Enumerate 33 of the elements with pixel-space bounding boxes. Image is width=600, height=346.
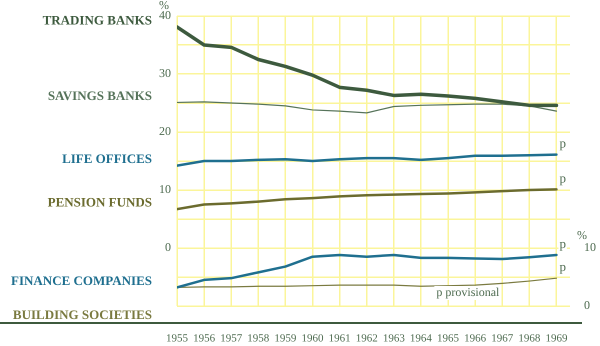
x-tick-label: 1955 <box>166 332 188 344</box>
x-tick-label: 1969 <box>545 332 568 344</box>
x-tick-label: 1960 <box>302 332 324 344</box>
x-tick-label: 1967 <box>491 332 514 344</box>
x-tick-label: 1961 <box>328 332 351 344</box>
series-label: FINANCE COMPANIES <box>11 272 152 288</box>
series-label: PENSION FUNDS <box>48 194 152 210</box>
x-tick-label: 1957 <box>220 332 243 344</box>
x-tick-label: 1964 <box>410 332 432 344</box>
annotation: p provisional <box>436 285 500 300</box>
y-tick-label: 30 <box>159 66 171 80</box>
annotation: p <box>559 236 566 251</box>
x-tick-label: 1968 <box>518 332 541 344</box>
series-label: SAVINGS BANKS <box>48 88 152 103</box>
x-tick-label: 1958 <box>247 332 270 344</box>
text: BUILDING SOCIETIES <box>12 306 152 322</box>
x-tick-label: 1965 <box>437 332 460 344</box>
y-tick-label: 10 <box>159 182 171 196</box>
annotation: p <box>559 136 566 151</box>
x-tick-label: 1956 <box>193 332 216 344</box>
series-label: LIFE OFFICES <box>62 151 152 166</box>
y-tick-label: 0 <box>165 240 171 254</box>
y-tick-label: 20 <box>159 124 171 138</box>
x-tick-label: 1966 <box>464 332 487 344</box>
x-tick-label: 1963 <box>382 332 406 344</box>
x-tick-label: 1959 <box>274 332 297 344</box>
annotation: p <box>559 170 566 186</box>
x-tick-label: 1962 <box>356 332 378 344</box>
y2-tick-label: 0 <box>584 298 590 312</box>
y2-tick-label: 10 <box>584 240 596 254</box>
y2-axis-title: % <box>577 228 587 242</box>
series-label: TRADING BANKS <box>42 12 152 28</box>
annotation: p <box>559 259 566 274</box>
